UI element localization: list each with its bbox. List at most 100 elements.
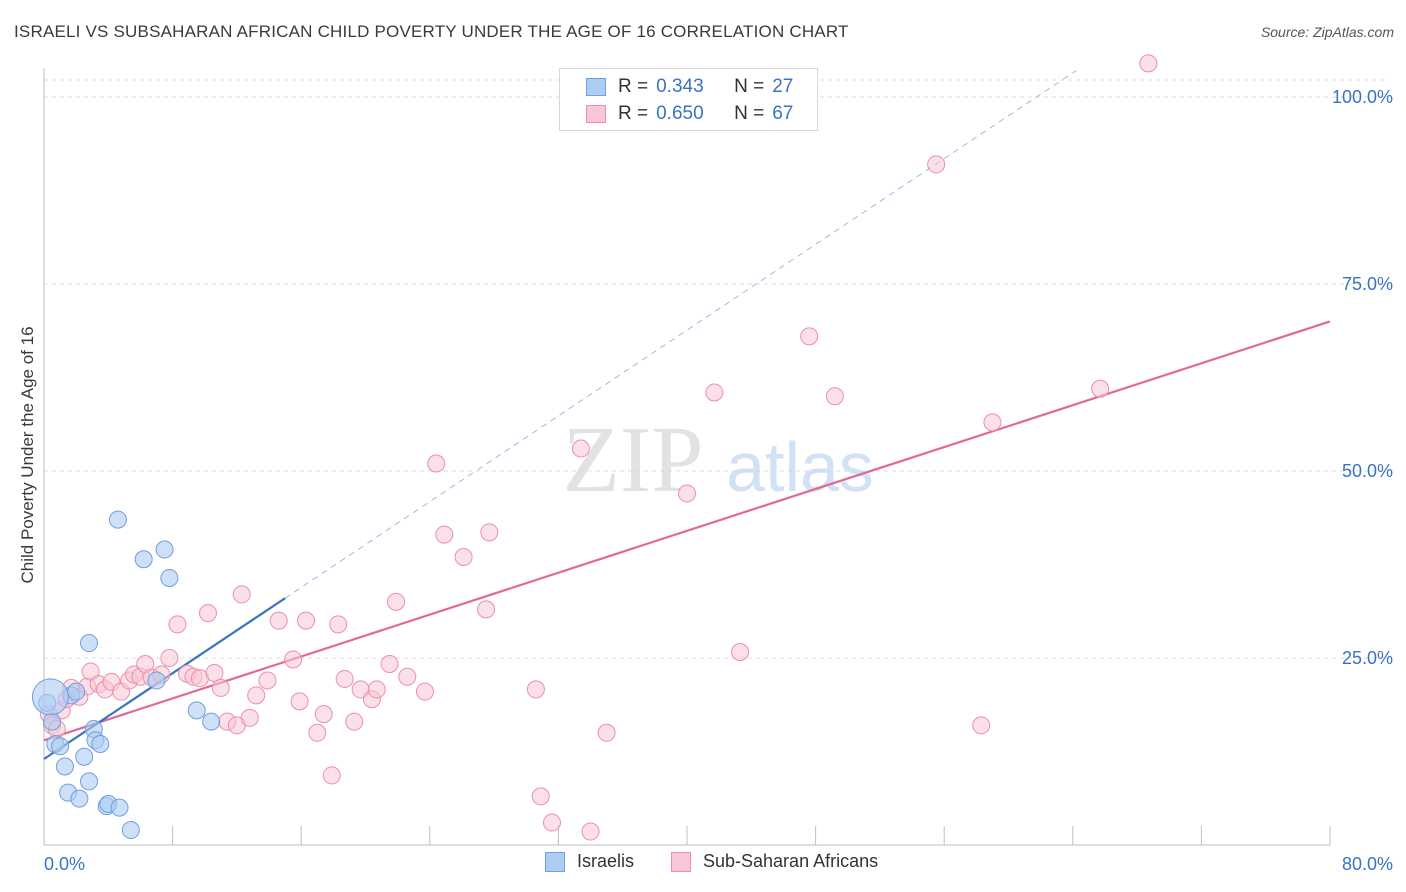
subsaharan-point [284, 650, 303, 669]
subsaharan-point [380, 654, 399, 673]
subsaharan-point [297, 611, 316, 630]
subsaharan-point [526, 680, 545, 699]
subsaharan-point [542, 813, 561, 832]
n-value: 67 [772, 103, 794, 124]
y-tick-label: 25.0% [1342, 648, 1393, 668]
subsaharan-point [168, 615, 187, 634]
r-key: R = [618, 76, 649, 97]
subsaharan-point [329, 615, 348, 634]
subsaharan-trend-line [43, 320, 1331, 742]
legend-row-subsaharan: R = 0.650 N = 67 [586, 102, 793, 126]
y-tick-label: 50.0% [1342, 461, 1393, 481]
israeli-point [121, 821, 140, 840]
subsaharan-point [427, 454, 446, 473]
subsaharan-point [258, 671, 277, 690]
subsaharan-point [983, 413, 1002, 432]
subsaharan-point [308, 723, 327, 742]
y-tick-label: 100.0% [1332, 87, 1393, 107]
subsaharan-point [367, 680, 386, 699]
israelis-legend-swatch [545, 851, 565, 872]
subsaharan-point [581, 822, 600, 841]
subsaharan-point [927, 155, 946, 174]
n-key: N = [734, 103, 765, 124]
r-key: R = [618, 103, 649, 124]
subsaharan-legend-swatch [671, 851, 691, 872]
subsaharan-point [290, 692, 309, 711]
series-legend: Israelis Sub-Saharan Africans [0, 851, 1406, 877]
israeli-point [51, 737, 70, 756]
israeli-points [31, 510, 221, 840]
subsaharan-point [160, 649, 179, 667]
israeli-point [75, 747, 94, 766]
subsaharan-point [597, 723, 616, 742]
x-tick-label: 0.0% [44, 854, 85, 874]
subsaharan-points [39, 54, 1158, 841]
subsaharan-point [345, 712, 364, 731]
subsaharan-point [972, 716, 991, 735]
y-tick-label: 75.0% [1342, 274, 1393, 294]
n-key: N = [734, 76, 765, 97]
subsaharan-point [571, 439, 590, 458]
israelis-trend-extension [284, 70, 1077, 599]
legend-row-israelis: R = 0.343 N = 27 [586, 75, 793, 99]
subsaharan-point [731, 643, 750, 662]
subsaharan-point [269, 611, 288, 630]
israeli-point [80, 634, 99, 653]
israeli-point [31, 678, 69, 716]
subsaharan-point [1139, 54, 1158, 73]
subsaharan-point [435, 525, 454, 544]
israeli-point [70, 789, 89, 808]
subsaharan-point [398, 667, 417, 686]
subsaharan-point [205, 663, 224, 682]
subsaharan-point [800, 327, 819, 346]
subsaharan-legend-label: Sub-Saharan Africans [703, 851, 879, 871]
subsaharan-point [1091, 379, 1110, 398]
subsaharan-point [314, 705, 333, 724]
israeli-point [80, 772, 99, 791]
subsaharan-point [198, 604, 217, 623]
israeli-point [91, 735, 110, 754]
subsaharan-point [322, 766, 341, 785]
israeli-point [202, 712, 221, 731]
subsaharan-point [232, 585, 251, 604]
subsaharan-point [247, 686, 266, 705]
israeli-point [155, 540, 174, 559]
tick-labels: 25.0% 50.0% 75.0% 100.0% 0.0% 80.0% [44, 87, 1393, 874]
israeli-point [110, 798, 129, 817]
r-value: 0.650 [656, 103, 704, 124]
legend-item-subsaharan[interactable]: Sub-Saharan Africans [671, 851, 878, 872]
subsaharan-point [454, 548, 473, 567]
x-tick-label: 80.0% [1342, 854, 1393, 874]
israeli-point [147, 671, 166, 690]
subsaharan-point [480, 523, 499, 542]
subsaharan-point [211, 678, 230, 697]
subsaharan-point [335, 669, 354, 688]
israeli-point [43, 712, 62, 731]
israeli-point [67, 682, 86, 701]
israelis-swatch [586, 78, 606, 96]
chart-title: ISRAELI VS SUBSAHARAN AFRICAN CHILD POVE… [14, 22, 849, 41]
subsaharan-point [387, 592, 406, 611]
source-credit: Source: ZipAtlas.com [1260, 24, 1394, 40]
subsaharan-point [81, 662, 100, 681]
subsaharan-point [477, 600, 496, 619]
legend-item-israelis[interactable]: Israelis [545, 851, 634, 872]
correlation-legend: R = 0.343 N = 27 R = 0.650 N = 67 [559, 68, 818, 131]
subsaharan-point [825, 387, 844, 406]
n-value: 27 [772, 76, 794, 97]
israeli-point [134, 550, 153, 569]
israelis-legend-label: Israelis [577, 851, 635, 871]
subsaharan-swatch [586, 105, 606, 123]
subsaharan-point [678, 484, 696, 503]
subsaharan-point [531, 787, 550, 806]
subsaharan-point [705, 383, 724, 402]
israeli-point [160, 568, 179, 587]
r-value: 0.343 [656, 76, 704, 97]
israeli-point [55, 757, 74, 776]
subsaharan-point [415, 682, 434, 701]
israeli-point [108, 510, 127, 529]
subsaharan-point [240, 708, 259, 727]
grid-layer [44, 79, 1390, 659]
israeli-point [187, 701, 206, 720]
